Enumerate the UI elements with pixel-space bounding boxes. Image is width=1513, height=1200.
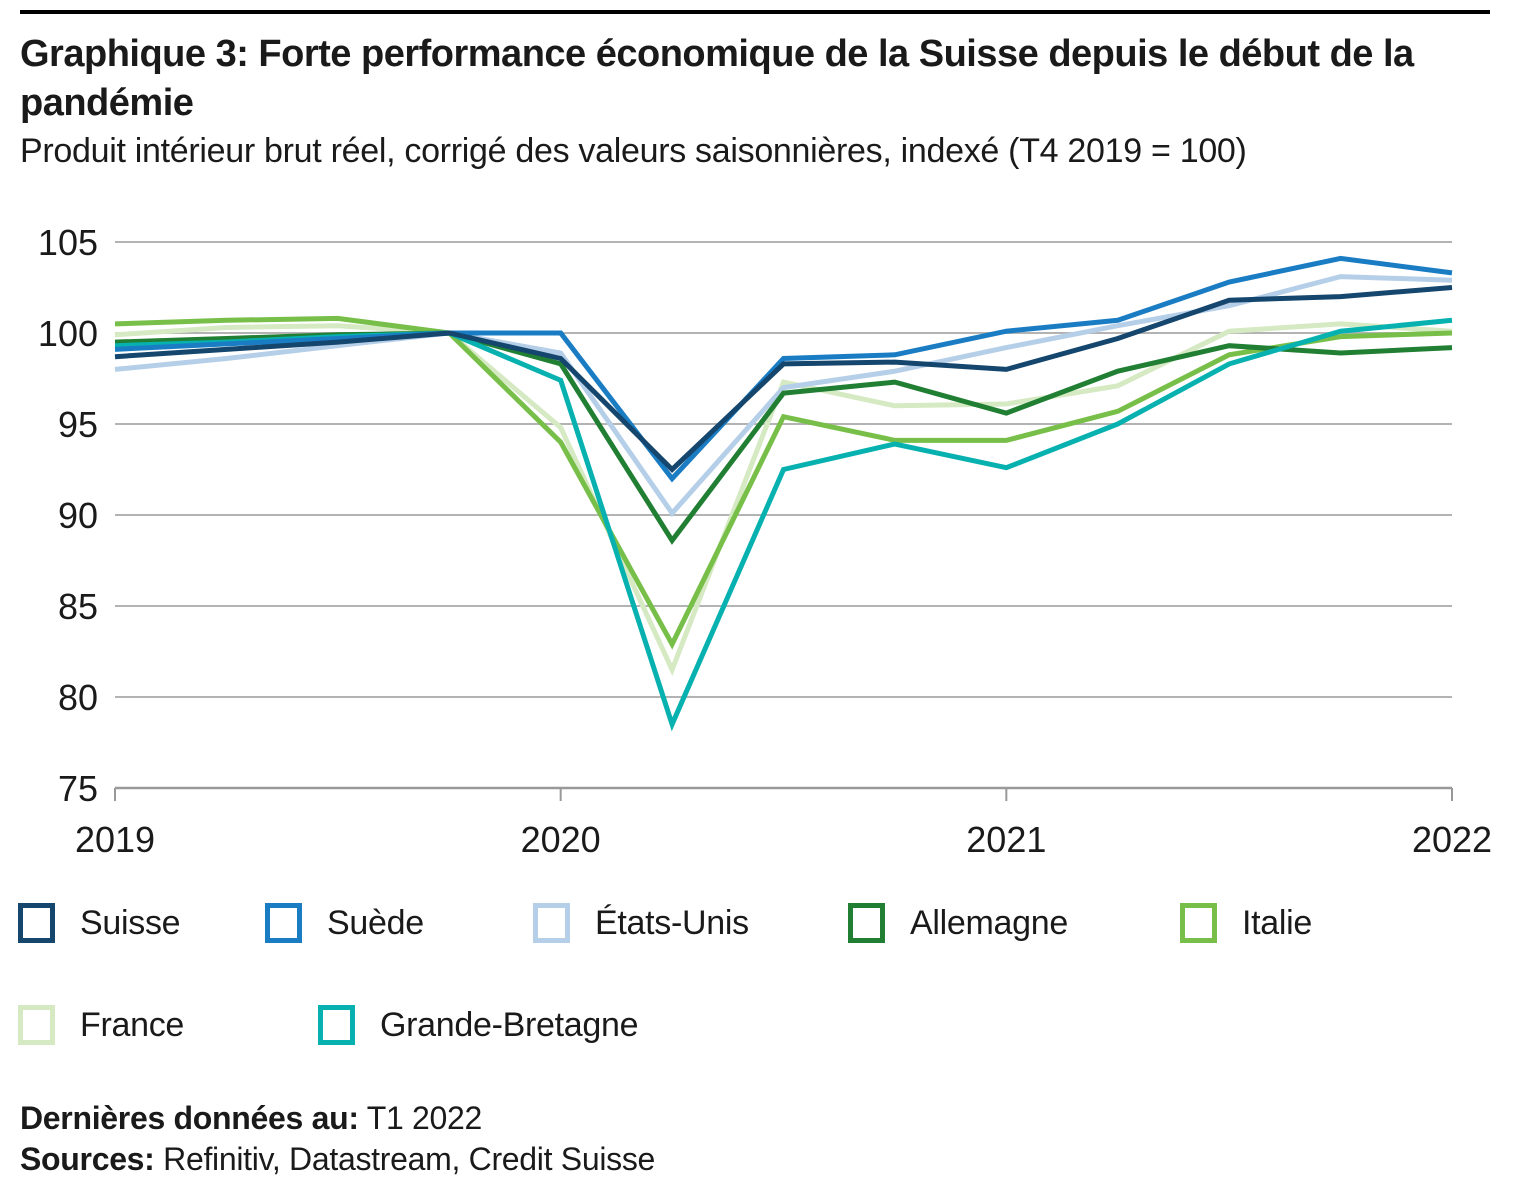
y-axis-label-90: 90 — [58, 495, 98, 536]
last-data-label: Dernières données au: — [20, 1100, 359, 1136]
series-line-4 — [114, 315, 1453, 650]
chart-title: Graphique 3: Forte performance économiqu… — [20, 33, 1414, 124]
legend-swatch-1 — [265, 903, 302, 943]
legend-label-5: France — [80, 1005, 185, 1044]
last-data-value: T1 2022 — [358, 1100, 483, 1136]
legend-item-2: États-Unis — [533, 902, 749, 944]
legend-label-1: Suède — [327, 903, 424, 942]
legend-swatch-6 — [318, 1005, 355, 1045]
x-axis-label-2019: 2019 — [75, 819, 155, 860]
x-axis-label-2022: 2022 — [1412, 819, 1492, 860]
legend-item-6: Grande-Bretagne — [318, 1004, 639, 1046]
legend-label-2: États-Unis — [595, 903, 749, 942]
y-axis-label-85: 85 — [58, 586, 98, 627]
chart-subtitle: Produit intérieur brut réel, corrigé des… — [20, 132, 1247, 170]
sources-label: Sources: — [20, 1141, 155, 1177]
x-axis-label-2021: 2021 — [966, 819, 1046, 860]
y-axis-label-80: 80 — [58, 677, 98, 718]
top-rule — [20, 10, 1490, 14]
sources-line: Sources: Refinitiv, Datastream, Credit S… — [20, 1141, 655, 1178]
legend-item-0: Suisse — [18, 902, 181, 944]
gdp-line-chart: 105 100 95 90 85 80 75 2019 2020 2021 2022 — [38, 222, 1492, 860]
y-axis-label-95: 95 — [58, 404, 98, 445]
legend-item-3: Allemagne — [848, 902, 1068, 944]
legend-swatch-2 — [533, 903, 570, 943]
sources-value: Refinitiv, Datastream, Credit Suisse — [154, 1141, 656, 1177]
legend-swatch-0 — [18, 903, 55, 943]
y-axis-label-75: 75 — [58, 768, 98, 809]
series-line-1 — [114, 255, 1453, 483]
y-axis-label-105: 105 — [38, 222, 98, 263]
last-data-line: Dernières données au: T1 2022 — [20, 1100, 482, 1137]
y-axis-label-100: 100 — [38, 313, 98, 354]
legend-swatch-5 — [18, 1005, 55, 1045]
series-line-0 — [114, 285, 1453, 473]
legend-label-4: Italie — [1242, 903, 1313, 942]
legend-swatch-4 — [1180, 903, 1217, 943]
series-line-5 — [114, 321, 1453, 677]
series-line-2 — [114, 274, 1453, 518]
legend-label-3: Allemagne — [910, 903, 1068, 942]
legend-label-0: Suisse — [80, 903, 181, 942]
legend-swatch-3 — [848, 903, 885, 943]
legend-item-1: Suède — [265, 902, 424, 944]
legend-item-4: Italie — [1180, 902, 1312, 944]
legend-item-5: France — [18, 1004, 184, 1046]
legend-label-6: Grande-Bretagne — [380, 1005, 639, 1044]
x-axis-label-2020: 2020 — [521, 819, 601, 860]
